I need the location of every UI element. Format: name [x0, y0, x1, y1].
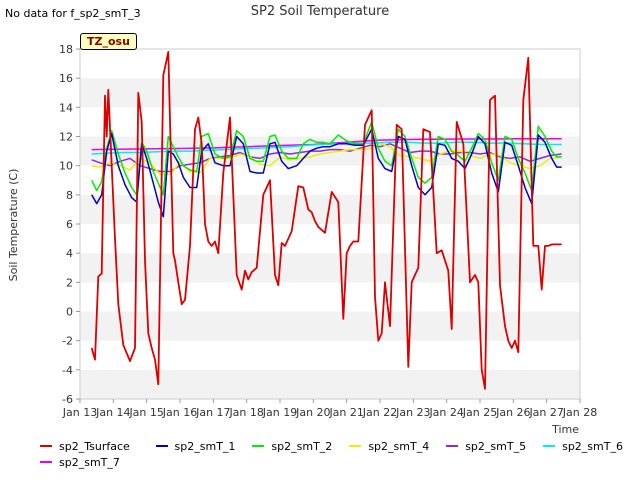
legend-label: sp2_smT_5 — [465, 439, 527, 453]
series-line-sp2_Tsurface — [90, 51, 562, 390]
x-tick-label: Jan 24 — [428, 406, 463, 419]
grid-band — [80, 369, 580, 399]
y-tick-label: 12 — [59, 131, 73, 144]
series-line-sp2_smT_2 — [91, 121, 562, 196]
legend-row-1: sp2_Tsurface sp2_smT_1 sp2_smT_2 sp2_smT… — [40, 438, 640, 454]
y-tick-label: -2 — [62, 335, 73, 348]
grid-band — [80, 107, 580, 137]
y-tick-label: 18 — [59, 43, 73, 56]
grid-band — [80, 49, 580, 79]
legend-item-smt2: sp2_smT_2 — [252, 440, 349, 453]
x-tick-label: Jan 26 — [495, 406, 530, 419]
x-tick-label: Jan 28 — [562, 406, 597, 419]
y-axis-label: Soil Temperature (C) — [7, 169, 20, 282]
grid-band — [80, 340, 580, 370]
legend-label: sp2_smT_7 — [59, 455, 120, 469]
y-ticks: -6 -4 -2 0 2 4 6 8 10 12 14 16 18 — [59, 43, 80, 406]
legend-label: sp2_smT_1 — [174, 439, 236, 453]
y-tick-label: 14 — [59, 101, 73, 114]
x-tick-label: Jan 16 — [162, 406, 197, 419]
x-tick-label: Jan 14 — [95, 406, 130, 419]
y-tick-label: -4 — [62, 364, 73, 377]
legend-item-smt1: sp2_smT_1 — [155, 439, 253, 453]
y-tick-label: 10 — [59, 160, 73, 173]
legend-label: sp2_smT_4 — [368, 439, 430, 453]
legend-item-smt4: sp2_smT_4 — [349, 440, 446, 453]
series-line-sp2_smT_5 — [91, 143, 562, 173]
grid-band — [80, 253, 580, 283]
no-data-note: No data for f_sp2_smT_3 — [5, 7, 141, 20]
legend-label: sp2_Tsurface — [59, 439, 130, 453]
legend-swatch — [252, 445, 265, 447]
y-tick-label: 8 — [66, 189, 73, 202]
legend-item-smt5: sp2_smT_5 — [446, 440, 543, 453]
chart-title: SP2 Soil Temperature — [250, 4, 390, 19]
series-line-sp2_smT_1 — [91, 128, 562, 218]
legend-label: sp2_smT_2 — [271, 439, 333, 453]
legend-item-smt7: sp2_smT_7 — [40, 456, 164, 469]
y-tick-label: 16 — [59, 72, 73, 85]
legend-swatch — [349, 445, 362, 447]
x-tick-label: Jan 17 — [195, 406, 230, 419]
x-tick-label: Jan 22 — [362, 406, 397, 419]
y-tick-label: 2 — [66, 276, 73, 289]
series-line-sp2_smT_4 — [91, 143, 562, 176]
x-tick-label: Jan 18 — [228, 406, 263, 419]
x-tick-label: Jan 20 — [295, 406, 330, 419]
legend-label: sp2_smT_6 — [562, 439, 623, 453]
legend-item-tsurface: sp2_Tsurface — [40, 440, 156, 453]
legend: sp2_Tsurface sp2_smT_1 sp2_smT_2 sp2_smT… — [40, 438, 640, 470]
x-tick-label: Jan 27 — [528, 406, 563, 419]
grid-band — [80, 78, 580, 108]
x-axis-label: Time — [551, 423, 579, 436]
grid-band — [80, 282, 580, 312]
x-tick-label: Jan 25 — [462, 406, 497, 419]
x-tick-label: Jan 21 — [328, 406, 363, 419]
grid-band — [80, 311, 580, 341]
x-tick-label: Jan 19 — [262, 406, 297, 419]
legend-swatch — [543, 445, 556, 447]
grid-bands — [80, 49, 580, 399]
y-tick-label: 0 — [66, 306, 73, 319]
y-tick-label: -6 — [62, 393, 73, 406]
x-tick-label: Jan 13 — [62, 406, 97, 419]
series-layer — [90, 51, 562, 390]
y-tick-label: 6 — [66, 218, 73, 231]
legend-swatch — [155, 445, 168, 447]
tz-badge: TZ_osu — [80, 33, 137, 50]
x-tick-label: Jan 23 — [395, 406, 430, 419]
grid-band — [80, 224, 580, 254]
x-tick-label: Jan 15 — [128, 406, 163, 419]
legend-swatch — [40, 445, 52, 447]
legend-swatch — [446, 445, 459, 447]
legend-swatch — [40, 461, 52, 463]
legend-row-2: sp2_smT_7 — [40, 454, 640, 470]
y-tick-label: 4 — [66, 247, 73, 260]
legend-item-smt6: sp2_smT_6 — [543, 440, 640, 453]
